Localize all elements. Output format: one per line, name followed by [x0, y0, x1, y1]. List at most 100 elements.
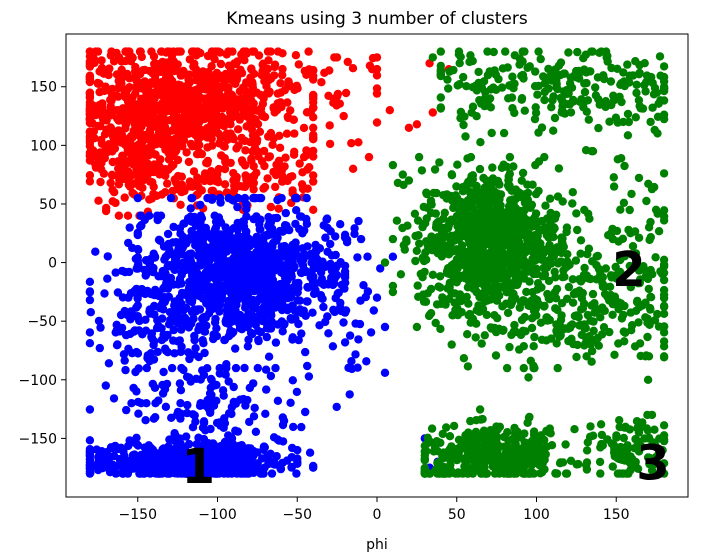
scatter-point: [552, 469, 562, 478]
scatter-point: [309, 123, 318, 132]
scatter-point: [388, 160, 398, 170]
scatter-point: [217, 291, 227, 301]
scatter-point: [176, 200, 185, 209]
scatter-point: [114, 164, 123, 173]
scatter-point: [443, 75, 452, 84]
scatter-point: [145, 211, 154, 220]
scatter-point: [137, 154, 147, 164]
scatter-point: [345, 331, 355, 340]
scatter-point: [220, 335, 229, 345]
scatter-point: [546, 254, 556, 263]
scatter-point: [568, 199, 577, 208]
scatter-point: [146, 129, 155, 138]
scatter-point: [251, 427, 261, 436]
scatter-point: [427, 424, 437, 433]
scatter-point: [511, 253, 520, 262]
scatter-point: [632, 417, 642, 426]
scatter-point: [356, 234, 366, 244]
scatter-point: [473, 450, 482, 459]
scatter-point: [162, 277, 172, 286]
scatter-point: [627, 321, 637, 330]
scatter-point: [476, 138, 485, 147]
scatter-point: [250, 466, 260, 476]
scatter-point: [106, 178, 115, 188]
scatter-point: [353, 253, 362, 262]
scatter-point: [575, 286, 584, 295]
scatter-point: [316, 291, 326, 300]
scatter-point: [160, 129, 170, 138]
scatter-point: [172, 108, 181, 117]
scatter-point: [196, 200, 205, 210]
scatter-point: [585, 67, 594, 76]
scatter-point: [596, 469, 605, 478]
scatter-point: [547, 103, 556, 112]
scatter-point: [222, 360, 231, 369]
scatter-point: [517, 71, 526, 81]
scatter-point: [164, 165, 173, 174]
scatter-point: [476, 201, 485, 211]
scatter-point: [553, 84, 562, 94]
scatter-point: [170, 137, 179, 146]
scatter-point: [91, 160, 100, 169]
scatter-point: [643, 453, 653, 462]
scatter-point: [205, 389, 215, 398]
scatter-point: [530, 82, 540, 91]
scatter-point: [359, 281, 368, 290]
scatter-point: [161, 402, 171, 411]
scatter-point: [502, 363, 512, 373]
scatter-point: [502, 162, 511, 171]
scatter-point: [158, 57, 167, 67]
scatter-point: [568, 275, 577, 284]
scatter-point: [104, 70, 113, 80]
scatter-point: [595, 457, 605, 467]
scatter-point: [150, 337, 159, 346]
scatter-point: [354, 216, 363, 226]
scatter-point: [210, 211, 219, 220]
scatter-point: [530, 332, 539, 342]
scatter-point: [531, 268, 540, 277]
scatter-point: [547, 441, 557, 450]
scatter-point: [404, 123, 414, 132]
scatter-point: [238, 158, 247, 167]
scatter-point: [240, 136, 250, 146]
scatter-point: [184, 286, 193, 296]
scatter-point: [398, 170, 407, 179]
scatter-point: [583, 249, 592, 259]
scatter-point: [132, 284, 141, 294]
scatter-point: [288, 333, 297, 342]
scatter-point: [276, 464, 285, 474]
scatter-point: [122, 405, 131, 415]
scatter-point: [134, 114, 143, 124]
scatter-point: [425, 310, 435, 319]
scatter-point: [278, 177, 287, 186]
chart-title: Kmeans using 3 number of clusters: [226, 9, 528, 29]
scatter-point: [463, 254, 472, 264]
scatter-point: [545, 315, 554, 325]
scatter-point: [185, 354, 194, 364]
scatter-point: [342, 235, 352, 244]
scatter-point: [415, 239, 424, 248]
scatter-point: [154, 396, 163, 405]
scatter-point: [292, 469, 301, 478]
scatter-point: [413, 281, 422, 290]
scatter-point: [111, 268, 120, 277]
scatter-point: [423, 433, 432, 442]
scatter-point: [176, 47, 185, 56]
scatter-point: [170, 297, 180, 306]
scatter-point: [282, 129, 292, 138]
scatter-point: [199, 417, 209, 426]
scatter-point: [116, 132, 126, 142]
scatter-point: [562, 294, 572, 303]
scatter-point: [181, 263, 190, 273]
scatter-point: [227, 329, 236, 338]
scatter-point: [559, 266, 568, 275]
scatter-point: [165, 144, 174, 153]
scatter-point: [283, 98, 292, 107]
scatter-point: [510, 320, 519, 330]
scatter-point: [510, 108, 519, 118]
scatter-point: [560, 109, 570, 118]
scatter-point: [210, 55, 219, 64]
scatter-point: [539, 72, 548, 81]
scatter-point: [94, 196, 103, 205]
scatter-point: [121, 47, 131, 56]
